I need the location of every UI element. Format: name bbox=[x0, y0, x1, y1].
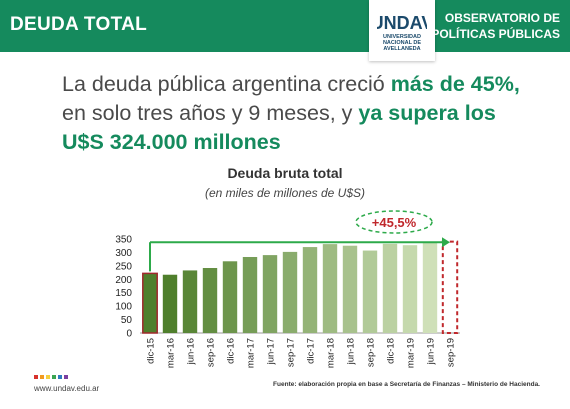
bar bbox=[242, 256, 258, 333]
x-tick-label: dic-16 bbox=[226, 338, 237, 364]
x-tick-label: sep-17 bbox=[286, 338, 297, 367]
bar bbox=[322, 244, 338, 333]
x-tick-label: sep-19 bbox=[446, 338, 457, 367]
bar bbox=[142, 272, 158, 334]
bar bbox=[262, 255, 278, 333]
x-tick-label: jun-19 bbox=[426, 338, 437, 365]
x-tick-label: jun-16 bbox=[186, 338, 197, 365]
bar bbox=[342, 245, 358, 333]
highlight-bar-outline bbox=[441, 240, 459, 334]
header-bar: DEUDA TOTAL OBSERVATORIO DE POLÍTICAS PÚ… bbox=[0, 0, 570, 52]
bar bbox=[362, 250, 378, 333]
logo-word: UNDAV bbox=[377, 13, 427, 32]
bar bbox=[422, 242, 438, 333]
footer-source: Fuente: elaboración propia en base a Sec… bbox=[273, 381, 540, 388]
chart-title: Deuda bruta total bbox=[227, 165, 343, 181]
y-tick-label: 350 bbox=[115, 235, 132, 246]
x-tick-label: dic-18 bbox=[386, 338, 397, 364]
bar bbox=[302, 247, 318, 333]
annotation-oval bbox=[355, 210, 433, 234]
x-tick-label: dic-15 bbox=[146, 338, 157, 364]
logo-line-2: NACIONAL DE bbox=[382, 40, 422, 46]
bar bbox=[402, 245, 418, 333]
y-tick-label: 300 bbox=[115, 248, 132, 259]
headline-bold-2: ya supera los U$S 324.000 millones bbox=[62, 101, 496, 154]
y-tick-label: 200 bbox=[115, 275, 132, 286]
chart-subtitle: (en miles de millones de U$S) bbox=[204, 186, 366, 200]
headline-part-1: La deuda pública argentina creció bbox=[62, 72, 391, 96]
x-tick-label: jun-18 bbox=[346, 338, 357, 365]
section-title: DEUDA TOTAL bbox=[10, 14, 147, 35]
logo-line-1: UNIVERSIDAD bbox=[383, 34, 421, 40]
footer-dots-icon bbox=[34, 375, 68, 379]
y-tick-label: 0 bbox=[126, 329, 132, 340]
observatory-label: OBSERVATORIO DE POLÍTICAS PÚBLICAS bbox=[431, 10, 560, 42]
observatory-line-2: POLÍTICAS PÚBLICAS bbox=[431, 27, 560, 41]
footer-url: www.undav.edu.ar bbox=[34, 384, 100, 393]
y-tick-label: 100 bbox=[115, 302, 132, 313]
x-tick-label: sep-16 bbox=[206, 338, 217, 367]
logo-line-3: AVELLANEDA bbox=[383, 46, 421, 52]
y-tick-label: 50 bbox=[121, 315, 133, 326]
x-tick-label: mar-19 bbox=[406, 338, 417, 368]
arrow-head-icon bbox=[442, 237, 450, 248]
bar bbox=[182, 270, 198, 333]
headline: La deuda pública argentina creció más de… bbox=[62, 70, 532, 157]
y-tick-label: 150 bbox=[115, 288, 132, 299]
x-tick-label: mar-16 bbox=[166, 338, 177, 368]
bar bbox=[282, 251, 298, 333]
bar bbox=[382, 243, 398, 333]
headline-bold-1: más de 45%, bbox=[390, 72, 520, 96]
bar bbox=[222, 261, 238, 333]
observatory-line-1: OBSERVATORIO DE bbox=[444, 11, 560, 25]
undav-logo-icon: UNDAV bbox=[377, 13, 427, 32]
x-tick-label: dic-17 bbox=[306, 338, 317, 364]
bar bbox=[202, 268, 218, 333]
x-tick-label: mar-17 bbox=[246, 338, 257, 368]
y-tick-label: 250 bbox=[115, 261, 132, 272]
annotation-label: +45,5% bbox=[372, 215, 417, 230]
x-tick-label: sep-18 bbox=[366, 338, 377, 367]
headline-part-2: en solo tres años y 9 meses, y bbox=[62, 101, 359, 125]
x-tick-label: jun-17 bbox=[266, 338, 277, 365]
bar bbox=[162, 274, 178, 333]
undav-logo: UNDAV UNIVERSIDAD NACIONAL DE AVELLANEDA bbox=[369, 0, 435, 61]
x-tick-label: mar-18 bbox=[326, 338, 337, 368]
